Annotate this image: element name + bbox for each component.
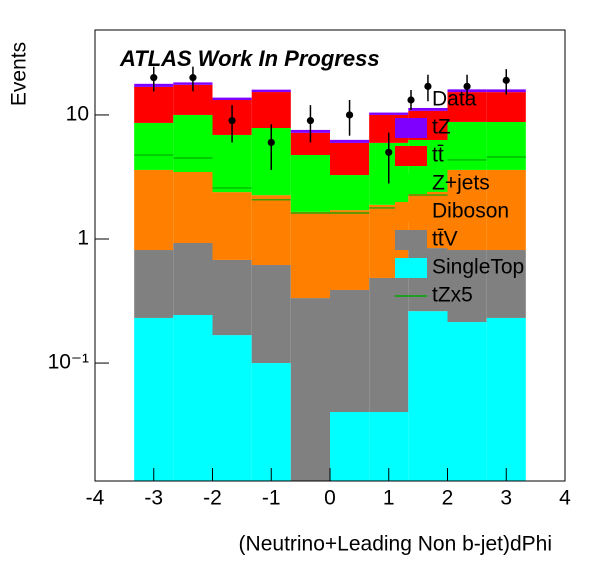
bar-segment — [330, 289, 370, 413]
legend-swatch — [395, 146, 427, 166]
bar-segment — [251, 92, 291, 129]
y-tick-label: 1 — [77, 227, 89, 250]
bar-segment — [134, 250, 174, 318]
legend-label: tt̄V — [432, 228, 458, 251]
bar-segment — [330, 142, 370, 176]
x-tick-label: 0 — [324, 487, 336, 510]
legend-label: tZx5 — [432, 284, 473, 307]
bar-segment — [134, 317, 174, 481]
x-tick-label: 4 — [559, 487, 571, 510]
bar-segment — [251, 195, 291, 266]
bar-segment — [330, 139, 370, 143]
bar-segment — [369, 112, 409, 115]
bar-segment — [173, 171, 213, 243]
bar-segment — [173, 242, 213, 315]
bar-segment — [134, 86, 174, 123]
x-tick-label: -4 — [86, 487, 105, 510]
data-point — [385, 148, 393, 156]
bar-segment — [408, 107, 448, 111]
x-tick-label: -2 — [203, 487, 222, 510]
bar-segment — [134, 169, 174, 251]
data-point — [150, 74, 158, 82]
bar-segment — [369, 277, 409, 413]
bar-segment — [330, 412, 370, 481]
bar-segment — [212, 192, 252, 260]
legend-swatch — [395, 174, 427, 194]
bar-segment — [447, 250, 487, 323]
bar-segment — [486, 121, 526, 170]
bar-segment — [486, 169, 526, 251]
legend-swatch — [395, 202, 427, 222]
bar-segment — [212, 259, 252, 336]
data-point — [228, 117, 236, 125]
plot-area — [134, 82, 526, 481]
bar-segment — [447, 121, 487, 170]
bar-segment — [251, 89, 291, 93]
x-tick-label: 1 — [383, 487, 395, 510]
x-axis-label: (Neutrino+Leading Non b-jet)dPhi — [239, 533, 552, 556]
bar-segment — [251, 363, 291, 481]
data-point — [267, 138, 275, 147]
legend-label: Diboson — [432, 200, 509, 223]
bar-segment — [290, 298, 330, 481]
x-tick-label: -1 — [262, 487, 281, 510]
legend-label: Z+jets — [432, 172, 490, 195]
legend-label: tZ — [432, 116, 451, 139]
bar-segment — [173, 314, 213, 481]
legend-swatch — [395, 118, 427, 138]
x-tick-label: 2 — [442, 487, 454, 510]
data-point — [424, 82, 432, 90]
bar-segment — [134, 122, 174, 170]
x-tick-label: -3 — [144, 487, 163, 510]
legend-label: SingleTop — [432, 256, 524, 279]
data-point — [306, 117, 315, 125]
annotation: ATLAS Work In Progress — [119, 46, 380, 71]
bar-segment — [447, 169, 487, 251]
data-point — [502, 76, 510, 84]
bar-segment — [486, 250, 526, 318]
bar-segment — [408, 311, 448, 481]
data-point — [189, 74, 197, 82]
bar-segment — [486, 92, 526, 122]
legend-label: Data — [432, 88, 477, 111]
data-point — [345, 111, 354, 119]
y-axis-label: Events — [8, 42, 31, 106]
x-tick-label: 3 — [500, 487, 512, 510]
data-point — [463, 82, 471, 90]
legend-label: tt̄ — [432, 144, 444, 167]
bar-segment — [330, 175, 370, 211]
bar-segment — [486, 317, 526, 481]
bar-segment — [290, 155, 330, 212]
bar-segment — [330, 210, 370, 290]
y-tick-label: 10⁻¹ — [48, 351, 89, 374]
bar-segment — [447, 322, 487, 481]
bar-segment — [173, 114, 213, 172]
bar-segment — [251, 265, 291, 364]
legend-swatch — [395, 230, 427, 250]
bar-segment — [212, 97, 252, 101]
legend-swatch — [395, 258, 427, 278]
bar-segment — [212, 335, 252, 481]
bar-segment — [290, 211, 330, 299]
bar-segment — [290, 132, 330, 156]
bar-segment — [212, 134, 252, 193]
y-tick-label: 10 — [66, 103, 89, 126]
